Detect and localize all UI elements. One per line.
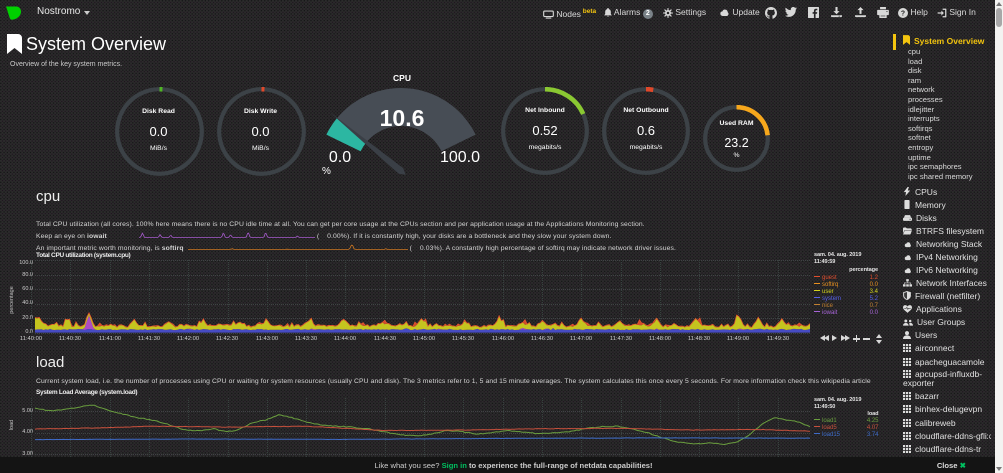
svg-text:?: ? bbox=[901, 10, 905, 17]
